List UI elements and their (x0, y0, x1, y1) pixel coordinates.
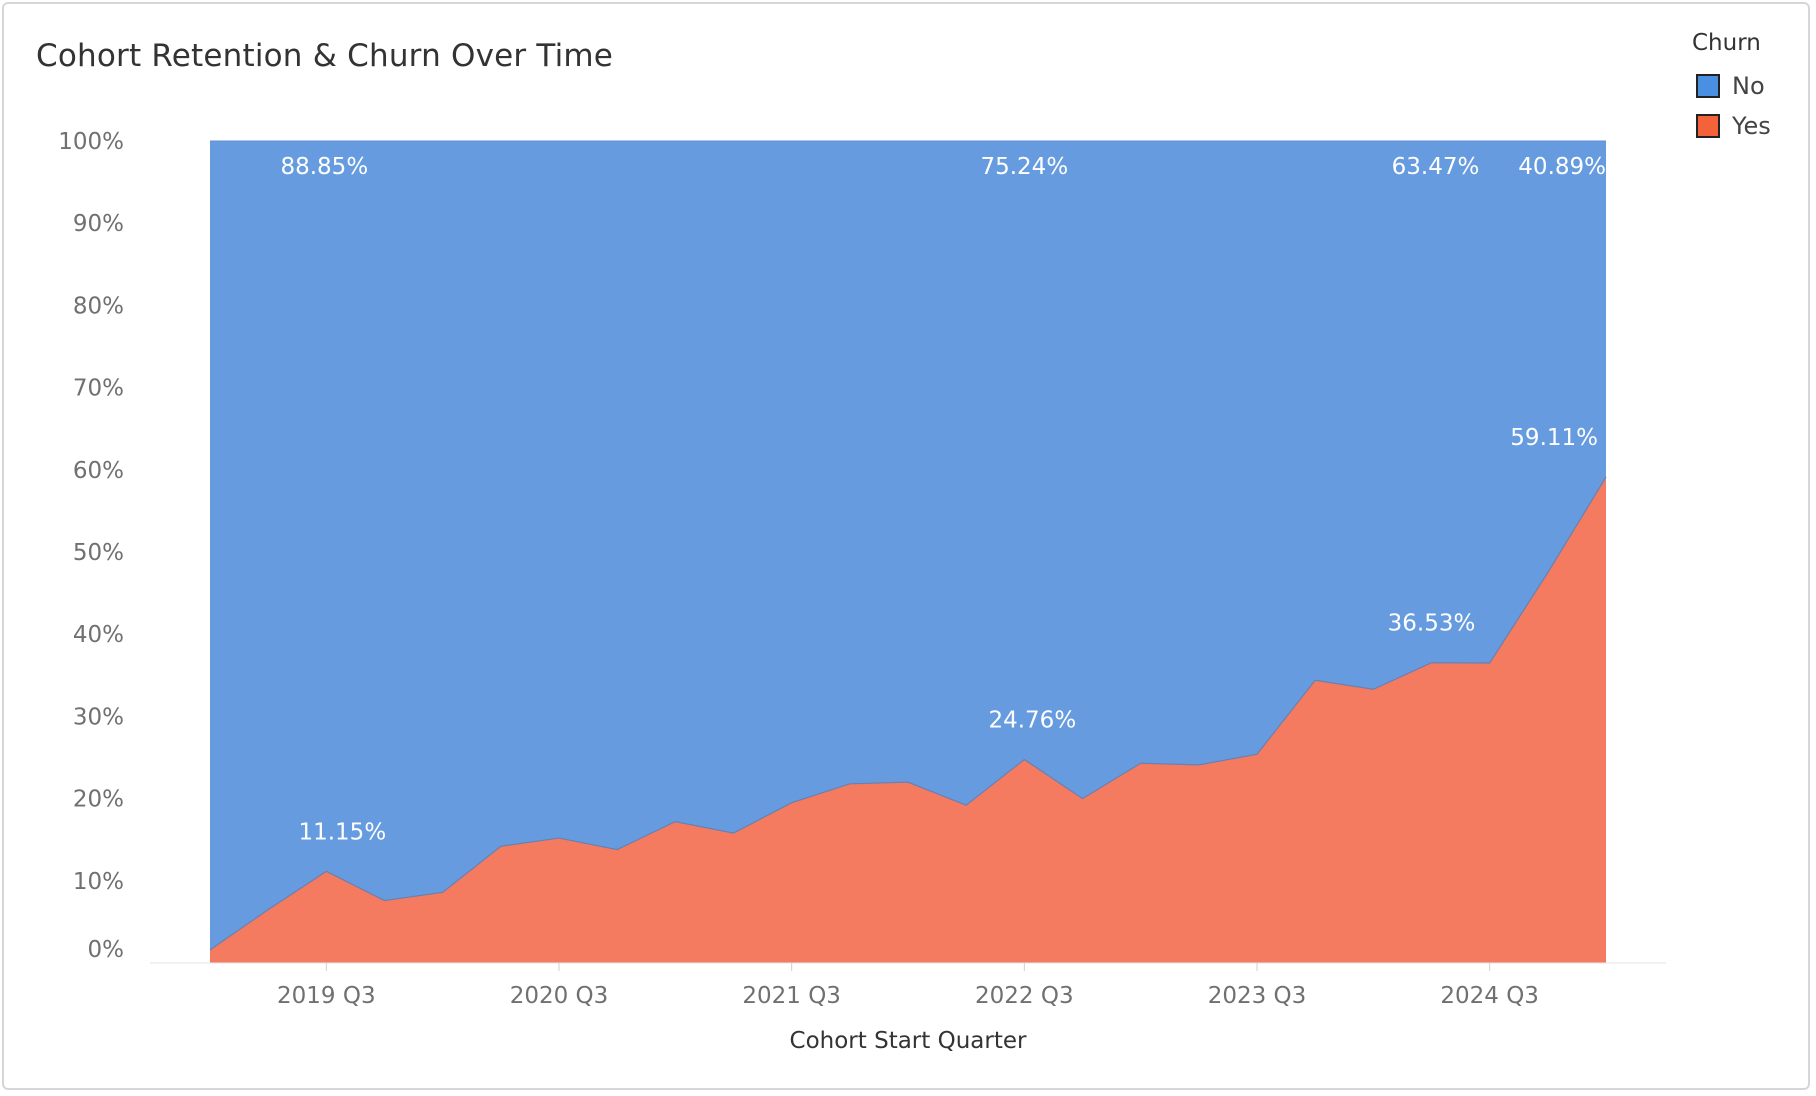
y-tick-label: 90% (73, 211, 124, 237)
data-label-yes: 36.53% (1388, 611, 1476, 637)
y-tick-label: 30% (73, 704, 124, 730)
data-label-yes: 59.11% (1510, 425, 1598, 451)
y-tick-label: 80% (73, 293, 124, 319)
y-tick-label: 60% (73, 458, 124, 484)
y-tick-label: 10% (73, 869, 124, 895)
x-tick-label: 2024 Q3 (1440, 983, 1539, 1009)
data-label-no: 75.24% (980, 154, 1068, 180)
y-tick-label: 70% (73, 376, 124, 402)
area-yes (210, 477, 1606, 963)
data-label-no: 63.47% (1392, 154, 1480, 180)
chart-title: Cohort Retention & Churn Over Time (36, 38, 614, 74)
x-tick-label: 2020 Q3 (510, 983, 609, 1009)
y-tick-label: 20% (73, 787, 124, 813)
y-tick-label: 0% (88, 937, 125, 963)
legend-swatch-yes (1696, 114, 1720, 138)
legend-swatch-no (1696, 74, 1720, 98)
legend-item-yes[interactable]: Yes (1692, 106, 1771, 146)
legend: Churn No Yes (1692, 30, 1771, 146)
series-boundary-line (209, 476, 1607, 951)
y-tick-label: 100% (58, 129, 124, 155)
y-tick-label: 40% (73, 622, 124, 648)
y-tick-label: 50% (73, 540, 124, 566)
legend-label-no: No (1732, 72, 1765, 100)
legend-title: Churn (1692, 30, 1761, 56)
data-label-yes: 11.15% (298, 819, 386, 845)
data-label-no: 40.89% (1518, 154, 1606, 180)
legend-item-no[interactable]: No (1692, 66, 1771, 106)
x-tick-label: 2021 Q3 (742, 983, 841, 1009)
x-tick-label: 2019 Q3 (277, 983, 376, 1009)
x-axis-title: Cohort Start Quarter (789, 1028, 1027, 1054)
area-no (210, 141, 1606, 950)
data-label-no: 88.85% (280, 154, 368, 180)
x-tick-label: 2022 Q3 (975, 983, 1074, 1009)
data-label-yes: 24.76% (988, 707, 1076, 733)
x-tick-label: 2023 Q3 (1208, 983, 1307, 1009)
legend-label-yes: Yes (1732, 112, 1771, 140)
